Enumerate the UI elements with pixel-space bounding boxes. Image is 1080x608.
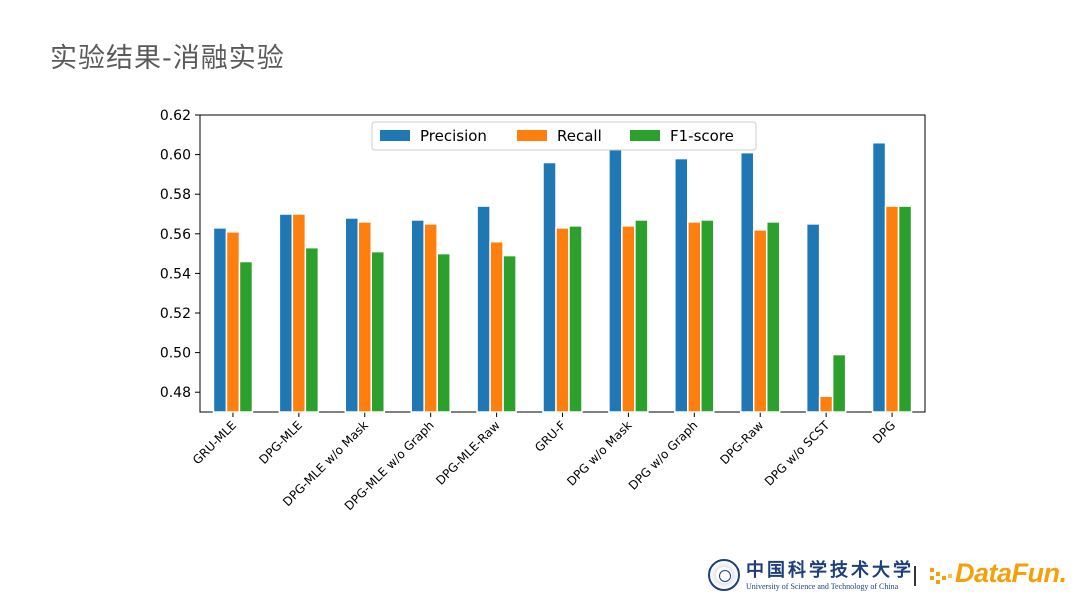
bar-precision-3	[410, 219, 425, 413]
bar-f1-score-3	[436, 252, 451, 413]
legend-label-0: Precision	[420, 127, 487, 145]
bar-recall-3	[423, 223, 438, 413]
bar-precision-10	[871, 141, 887, 413]
legend-swatch-2	[630, 130, 660, 141]
bar-precision-9	[805, 223, 821, 413]
legend-swatch-1	[517, 130, 547, 141]
bars-layer	[212, 141, 913, 413]
ustc-name-cn: 中国科学技术大学	[746, 560, 914, 581]
footer-logos: 中国科学技术大学 University of Science and Techn…	[700, 556, 1070, 600]
bar-f1-score-10	[897, 205, 913, 413]
x-tick-label: DPG	[870, 418, 898, 446]
bar-f1-score-7	[700, 219, 715, 413]
bar-recall-10	[884, 205, 900, 413]
legend-label-1: Recall	[557, 127, 602, 145]
x-tick-label: DPG-Raw	[717, 418, 766, 467]
x-tick-label: GRU-MLE	[190, 418, 239, 467]
x-tick-label: DPG w/o Mask	[564, 418, 634, 488]
bar-f1-score-0	[238, 260, 254, 413]
y-tick-label: 0.52	[160, 306, 191, 322]
bar-precision-0	[212, 227, 228, 413]
y-tick-label: 0.58	[160, 187, 191, 203]
bar-precision-6	[608, 147, 623, 413]
bar-f1-score-1	[304, 246, 320, 413]
slide-title: 实验结果-消融实验	[50, 43, 285, 74]
x-tick-label: GRU-F	[532, 418, 569, 455]
x-tick-label: DPG-MLE	[256, 418, 305, 467]
bar-precision-5	[542, 161, 557, 413]
legend-box	[371, 121, 757, 151]
bar-recall-5	[555, 227, 570, 413]
bar-recall-1	[291, 213, 307, 413]
bar-precision-4	[476, 205, 491, 413]
bar-recall-7	[687, 221, 702, 413]
x-tick-label: DPG-MLE-Raw	[433, 418, 503, 488]
y-tick-label: 0.62	[160, 108, 191, 124]
datafun-logo-icon	[930, 568, 952, 584]
bar-recall-6	[621, 225, 636, 413]
bar-recall-0	[225, 231, 241, 413]
y-tick-label: 0.50	[160, 346, 191, 362]
bar-f1-score-4	[502, 254, 517, 413]
bar-precision-8	[739, 151, 755, 413]
bar-recall-9	[818, 395, 834, 413]
x-tick-label: DPG w/o SCST	[762, 418, 833, 489]
footer-divider	[914, 566, 916, 586]
bar-f1-score-9	[831, 353, 847, 413]
x-tick-label: DPG w/o Graph	[626, 418, 701, 493]
ustc-seal-icon	[708, 559, 740, 591]
y-tick-label: 0.48	[160, 385, 191, 401]
bar-precision-2	[344, 217, 360, 413]
bar-f1-score-8	[765, 221, 781, 413]
y-tick-label: 0.60	[160, 148, 191, 164]
ustc-name-en: University of Science and Technology of …	[746, 582, 899, 591]
legend-swatch-0	[380, 130, 410, 141]
y-tick-label: 0.56	[160, 227, 191, 243]
bar-precision-7	[674, 157, 689, 413]
chart-legend: Precision Recall F1-score	[371, 121, 757, 151]
bar-f1-score-5	[568, 225, 583, 413]
bar-f1-score-2	[370, 250, 386, 413]
bar-recall-8	[752, 229, 768, 413]
datafun-brand: DataFun.	[955, 558, 1067, 588]
legend-label-2: F1-score	[670, 127, 734, 145]
bar-recall-2	[357, 221, 373, 413]
bar-recall-4	[489, 240, 504, 413]
bar-precision-1	[278, 213, 294, 413]
y-tick-label: 0.54	[160, 266, 191, 282]
bar-f1-score-6	[634, 219, 649, 413]
